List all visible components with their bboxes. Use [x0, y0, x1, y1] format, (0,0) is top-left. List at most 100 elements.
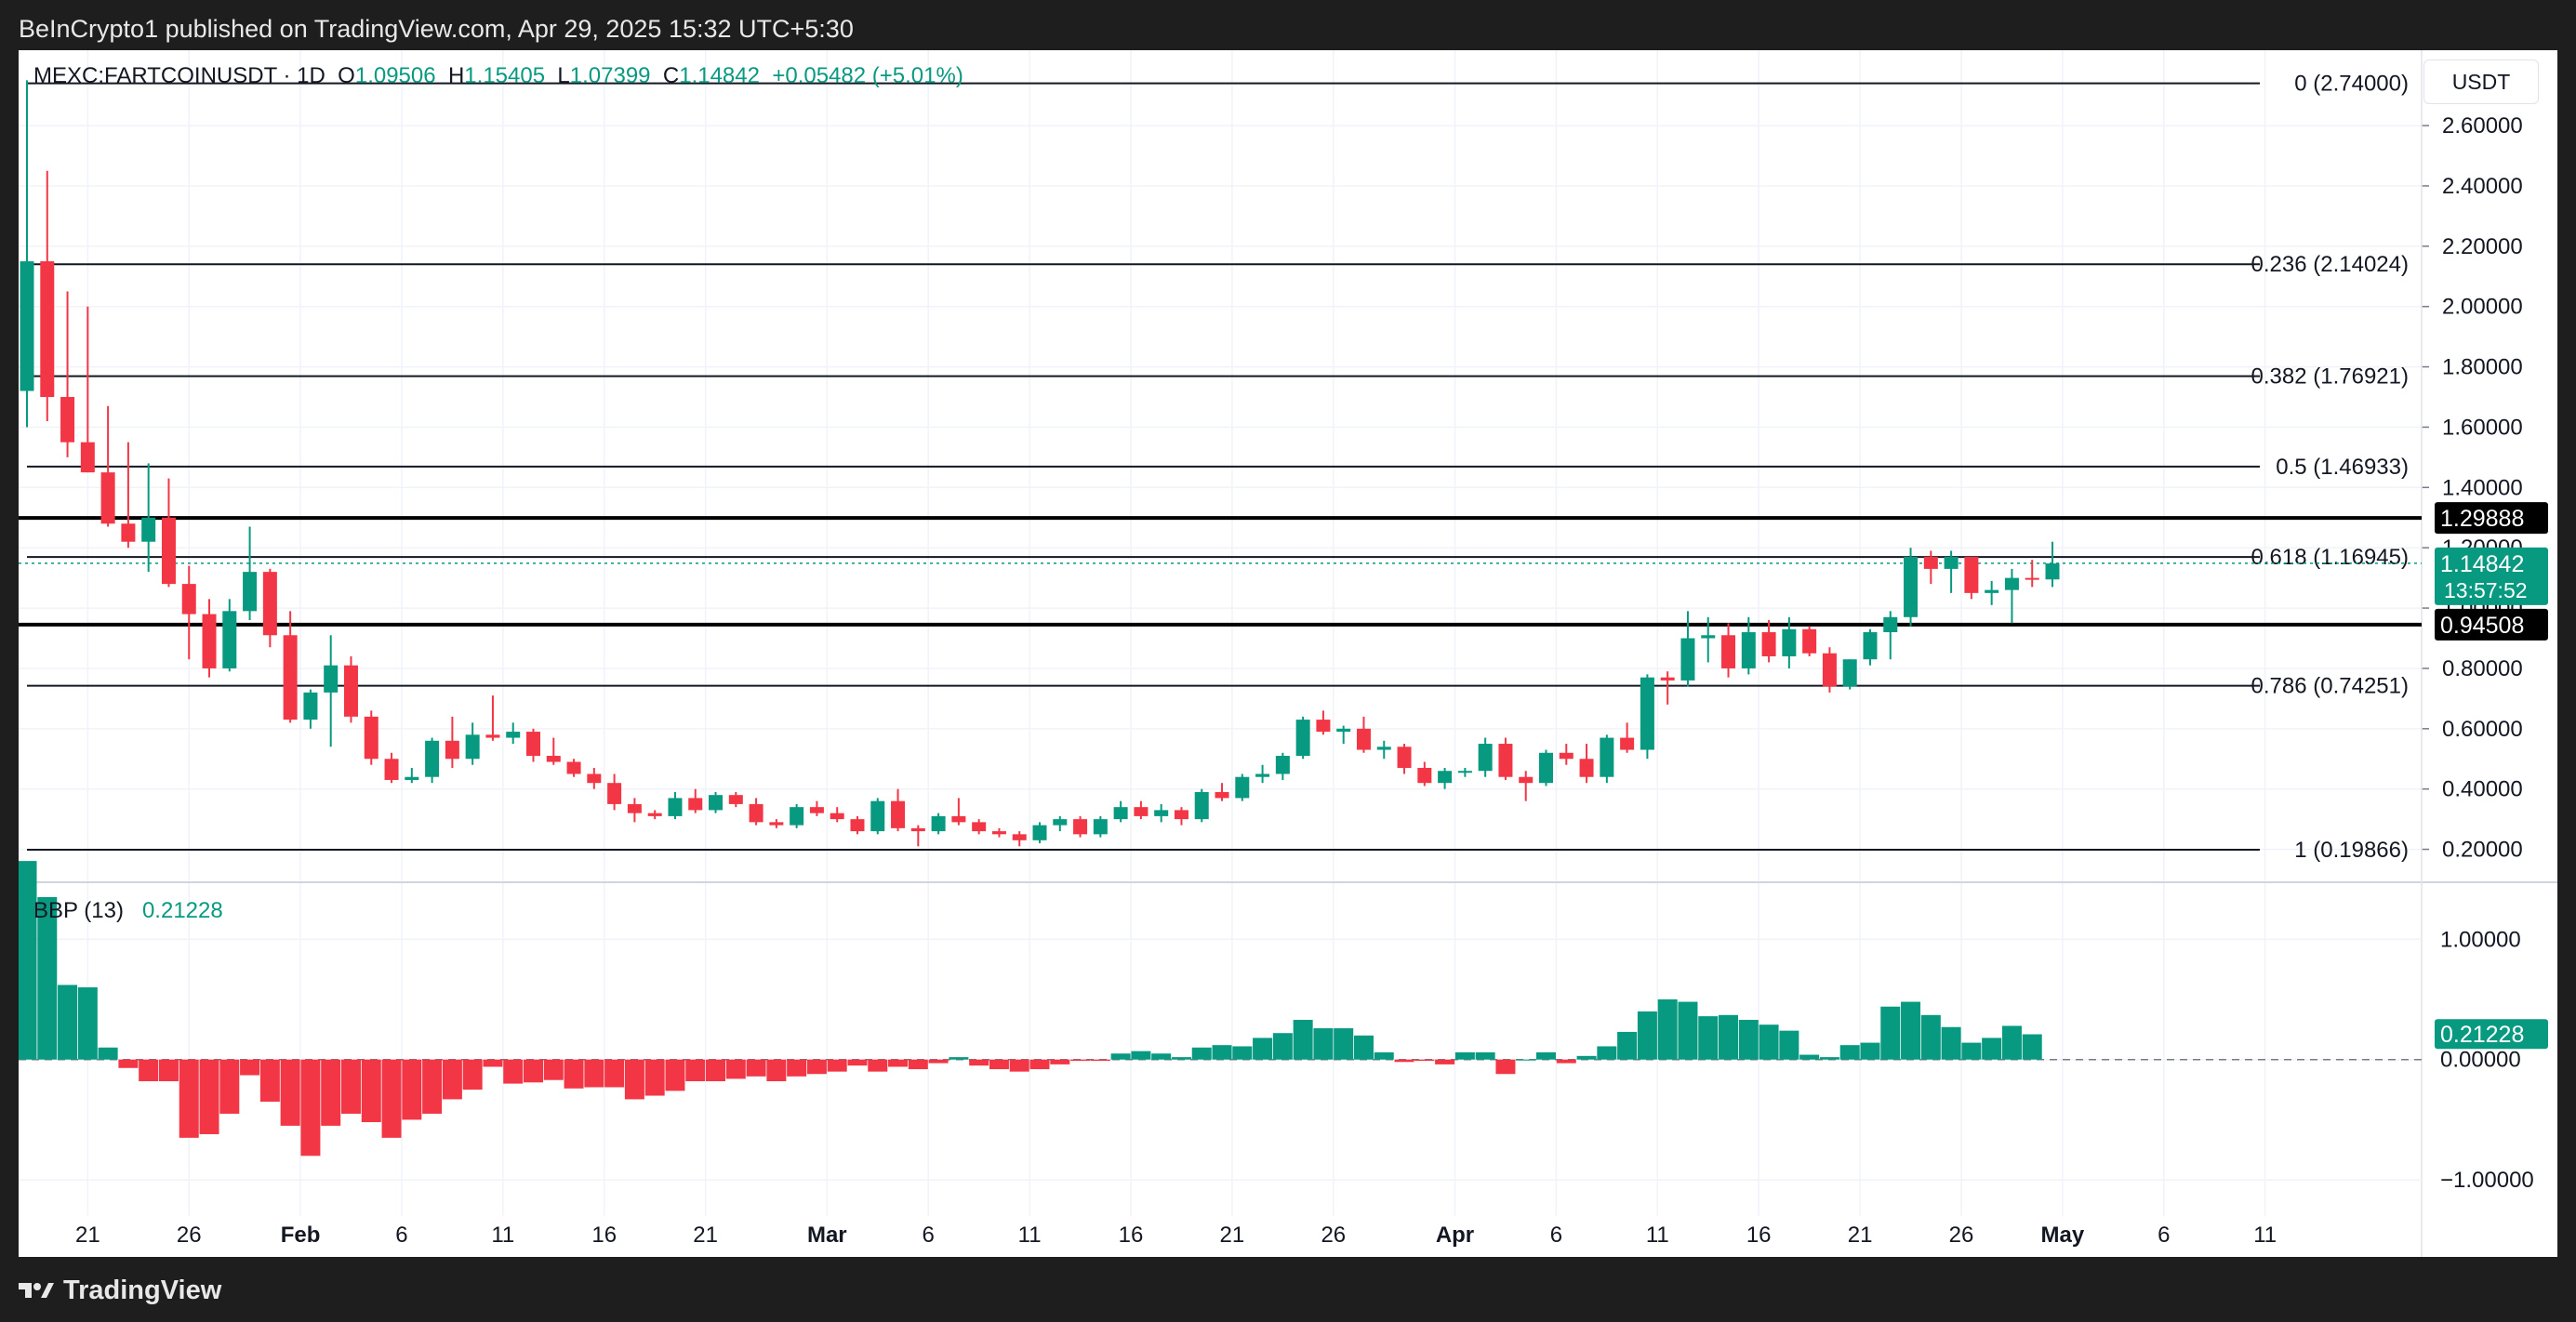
- candle-body: [1640, 677, 1654, 750]
- bbp-bar: [219, 1059, 240, 1114]
- bbp-bar: [321, 1059, 341, 1126]
- candle-body: [931, 815, 946, 832]
- candle-body: [1863, 632, 1878, 660]
- candle-body: [2045, 563, 2060, 580]
- chart-panel[interactable]: 21 26 Feb 6 11 16 21 Mar 6 11 16 21 26 Apr 6 11 16 21 26 Ma…: [19, 50, 2557, 1257]
- bbp-bar: [1901, 1001, 1921, 1060]
- tradingview-logo[interactable]: TradingView: [17, 1276, 221, 1306]
- bbp-bar: [949, 1057, 969, 1060]
- x-tick-label: Apr: [1436, 1223, 1474, 1248]
- bbp-bar: [1637, 1011, 1657, 1060]
- x-tick-label: 11: [1646, 1223, 1669, 1248]
- candle-body: [1782, 628, 1797, 656]
- candle-body: [1904, 556, 1919, 617]
- x-tick-label: 16: [1746, 1223, 1772, 1248]
- currency-button[interactable]: USDT: [2423, 59, 2539, 104]
- bbp-bar: [1495, 1059, 1516, 1075]
- bbp-bar: [706, 1059, 726, 1082]
- x-tick-label: 26: [177, 1223, 202, 1248]
- candle-body: [1113, 807, 1128, 820]
- x-tick-label: 21: [1848, 1223, 1873, 1248]
- candle-body: [809, 807, 824, 813]
- bbp-bar: [1698, 1016, 1719, 1060]
- bbp-bar: [442, 1059, 462, 1100]
- bbp-bar: [746, 1059, 766, 1077]
- candle-body: [80, 442, 95, 473]
- bbp-bar: [2001, 1025, 2022, 1060]
- candle-body: [100, 472, 115, 524]
- bbp-bar: [402, 1059, 422, 1120]
- x-tick-label: 6: [2158, 1223, 2170, 1248]
- bbp-bar: [1374, 1051, 1394, 1060]
- candle-body: [546, 756, 561, 762]
- y-tick-label: 2.20000: [2442, 234, 2523, 259]
- candle-body: [20, 261, 34, 391]
- candle-body: [425, 740, 440, 777]
- candle-body: [991, 831, 1006, 835]
- bbp-bar: [1414, 1059, 1435, 1062]
- bbp-bar: [1678, 1001, 1698, 1060]
- bbp-bar: [2022, 1034, 2042, 1060]
- candle-body: [1539, 752, 1553, 784]
- candle-body: [1154, 810, 1169, 816]
- bbp-bar: [259, 1059, 280, 1103]
- x-tick-label: 11: [1018, 1223, 1042, 1248]
- candle-body: [161, 517, 176, 585]
- candle-body: [1519, 776, 1534, 784]
- candle-body: [181, 584, 196, 615]
- chart-svg[interactable]: 21 26 Feb 6 11 16 21 Mar 6 11 16 21 26 Apr 6 11 16 21 26 Ma…: [19, 50, 2557, 1257]
- bbp-bar: [564, 1059, 584, 1089]
- countdown-label: 13:57:52: [2444, 578, 2528, 602]
- bbp-bar: [584, 1059, 604, 1088]
- candle-body: [262, 572, 277, 636]
- bbp-bar: [158, 1059, 179, 1082]
- bbp-bar: [1576, 1055, 1597, 1060]
- candle-body: [1174, 810, 1188, 820]
- x-tick-label: 11: [2253, 1223, 2277, 1248]
- x-tick-label: 11: [491, 1223, 514, 1248]
- bbp-bar: [37, 896, 58, 1060]
- candle-body: [243, 572, 258, 612]
- bbp-bar: [1719, 1014, 1739, 1060]
- candle-body: [364, 716, 378, 760]
- candle-body: [1802, 628, 1817, 654]
- bbp-bar: [1880, 1006, 1901, 1060]
- candle-body: [1134, 807, 1149, 816]
- candle-body: [1701, 635, 1716, 639]
- y-tick-label: 2.00000: [2442, 295, 2523, 320]
- bbp-bar: [300, 1059, 321, 1157]
- indicator-name[interactable]: BBP (13): [33, 898, 124, 923]
- candle-body: [1316, 720, 1331, 733]
- symbol-label[interactable]: MEXC:FARTCOINUSDT · 1D: [33, 63, 325, 88]
- candle-body: [769, 822, 784, 826]
- bbp-bar: [19, 861, 37, 1060]
- bbp-bar: [1191, 1047, 1212, 1060]
- bbp-bar: [1293, 1019, 1313, 1060]
- bbp-bar: [361, 1059, 381, 1123]
- candle-body: [647, 813, 662, 816]
- candle-body: [1559, 752, 1573, 760]
- y-tick-label: 0.20000: [2442, 838, 2523, 863]
- bbp-bar: [199, 1059, 219, 1134]
- candle-body: [891, 800, 906, 828]
- bbp-bar: [1657, 998, 1678, 1060]
- open-label: O: [338, 63, 355, 88]
- candle-body: [303, 692, 318, 720]
- bbp-bar: [1171, 1057, 1191, 1060]
- bbp-bar: [1759, 1025, 1779, 1060]
- bbp-bar: [483, 1059, 503, 1067]
- high-value: 1.15405: [464, 63, 546, 88]
- bbp-value-tag: [2435, 1019, 2548, 1050]
- bbp-bar: [98, 1047, 118, 1060]
- candle-body: [790, 807, 804, 826]
- bbp-bar: [543, 1059, 564, 1080]
- bbp-bar: [1920, 1014, 1941, 1060]
- bbp-value-label: 0.21228: [2440, 1022, 2524, 1048]
- y-tick-label: 1.60000: [2442, 415, 2523, 440]
- candle-body: [1336, 728, 1351, 733]
- x-tick-label: 6: [1550, 1223, 1562, 1248]
- candle-body: [1397, 747, 1412, 768]
- candle-body: [1073, 819, 1088, 835]
- bbp-bar: [1131, 1051, 1151, 1060]
- candle-body: [627, 803, 642, 813]
